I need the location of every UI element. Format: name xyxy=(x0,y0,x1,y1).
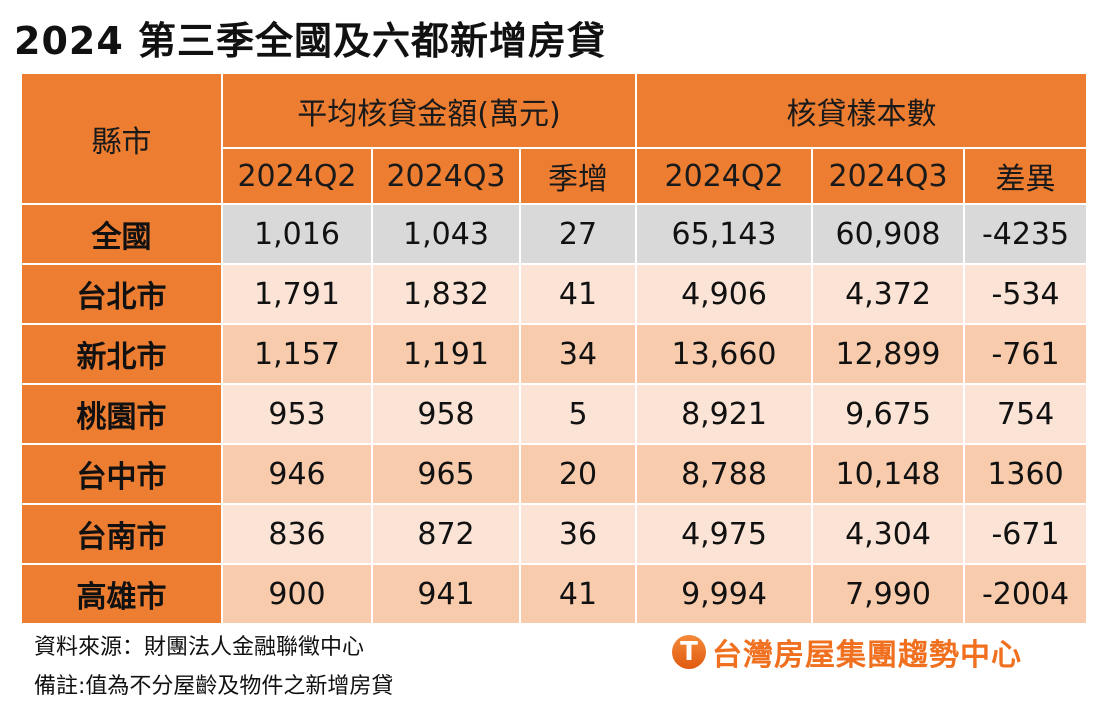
value-cell: 34 xyxy=(518,323,638,385)
value-cell: 8,788 xyxy=(635,443,814,505)
value-cell: 10,148 xyxy=(811,443,966,505)
value-cell: 1,791 xyxy=(221,263,373,325)
value-cell: 12,899 xyxy=(811,323,966,385)
table-row: 台北市 1,791 1,832 41 4,906 4,372 -534 xyxy=(20,263,1089,325)
value-cell: 36 xyxy=(518,503,638,565)
value-cell: 1,832 xyxy=(371,263,521,325)
table-row: 新北市 1,157 1,191 34 13,660 12,899 -761 xyxy=(20,323,1089,385)
value-cell: 1,191 xyxy=(371,323,521,385)
value-cell: 965 xyxy=(371,443,521,505)
value-cell: 4,906 xyxy=(635,263,814,325)
table-row: 全國 1,016 1,043 27 65,143 60,908 -4235 xyxy=(20,203,1089,265)
value-cell: 27 xyxy=(518,203,638,265)
value-cell: 8,921 xyxy=(635,383,814,445)
group-header-sample-count: 核貸樣本數 xyxy=(635,72,1089,149)
remark-note: 備註:值為不分屋齡及物件之新增房貸 xyxy=(34,674,394,699)
value-cell: 20 xyxy=(518,443,638,505)
value-cell: 836 xyxy=(221,503,373,565)
footer-notes: 資料來源：財團法人金融聯徵中心 備註:值為不分屋齡及物件之新增房貸 xyxy=(34,628,393,706)
value-cell: -761 xyxy=(963,323,1089,385)
value-cell: -2004 xyxy=(963,563,1089,625)
group-header-avg-loan: 平均核貸金額(萬元) xyxy=(220,72,638,149)
county-cell: 台中市 xyxy=(20,443,223,505)
column-header: 2024Q3 xyxy=(811,147,966,205)
column-header: 季增 xyxy=(518,147,638,205)
value-cell: 1,016 xyxy=(221,203,373,265)
value-cell: 4,372 xyxy=(811,263,966,325)
value-cell: 4,304 xyxy=(811,503,966,565)
page-title: 2024 第三季全國及六都新增房貸 xyxy=(14,19,606,63)
value-cell: 1360 xyxy=(963,443,1089,505)
logo-text: 台灣房屋集團趨勢中心 xyxy=(712,638,1022,673)
logo-t-icon: T xyxy=(672,635,706,669)
value-cell: 872 xyxy=(371,503,521,565)
value-cell: 754 xyxy=(963,383,1089,445)
table-row: 台南市 836 872 36 4,975 4,304 -671 xyxy=(20,503,1089,565)
table-row: 高雄市 900 941 41 9,994 7,990 -2004 xyxy=(20,563,1089,625)
county-header: 縣市 xyxy=(20,72,223,205)
column-header: 2024Q3 xyxy=(371,147,521,205)
value-cell: 60,908 xyxy=(811,203,966,265)
value-cell: -671 xyxy=(963,503,1089,565)
county-cell: 新北市 xyxy=(20,323,223,385)
value-cell: 9,994 xyxy=(635,563,814,625)
table-row: 桃園市 953 958 5 8,921 9,675 754 xyxy=(20,383,1089,445)
value-cell: 7,990 xyxy=(811,563,966,625)
mortgage-table: 縣市 平均核貸金額(萬元) 核貸樣本數 2024Q2 2024Q3 季增 202… xyxy=(20,72,1089,625)
value-cell: 1,043 xyxy=(371,203,521,265)
column-header: 2024Q2 xyxy=(635,147,814,205)
value-cell: 9,675 xyxy=(811,383,966,445)
source-note: 資料來源：財團法人金融聯徵中心 xyxy=(34,635,365,660)
value-cell: 5 xyxy=(518,383,638,445)
county-cell: 高雄市 xyxy=(20,563,223,625)
value-cell: -4235 xyxy=(963,203,1089,265)
value-cell: 4,975 xyxy=(635,503,814,565)
table-row: 台中市 946 965 20 8,788 10,148 1360 xyxy=(20,443,1089,505)
value-cell: 900 xyxy=(221,563,373,625)
value-cell: 65,143 xyxy=(635,203,814,265)
value-cell: 941 xyxy=(371,563,521,625)
county-cell: 桃園市 xyxy=(20,383,223,445)
value-cell: 946 xyxy=(221,443,373,505)
value-cell: 1,157 xyxy=(221,323,373,385)
value-cell: 41 xyxy=(518,263,638,325)
value-cell: 953 xyxy=(221,383,373,445)
value-cell: -534 xyxy=(963,263,1089,325)
county-cell: 台南市 xyxy=(20,503,223,565)
brand-logo: T 台灣房屋集團趨勢中心 xyxy=(672,630,1022,674)
column-header: 2024Q2 xyxy=(221,147,373,205)
value-cell: 13,660 xyxy=(635,323,814,385)
table-body: 全國 1,016 1,043 27 65,143 60,908 -4235 台北市 1,791 1… xyxy=(20,203,1089,625)
column-header: 差異 xyxy=(963,147,1089,205)
county-cell: 全國 xyxy=(20,203,223,265)
county-cell: 台北市 xyxy=(20,263,223,325)
value-cell: 41 xyxy=(518,563,638,625)
value-cell: 958 xyxy=(371,383,521,445)
